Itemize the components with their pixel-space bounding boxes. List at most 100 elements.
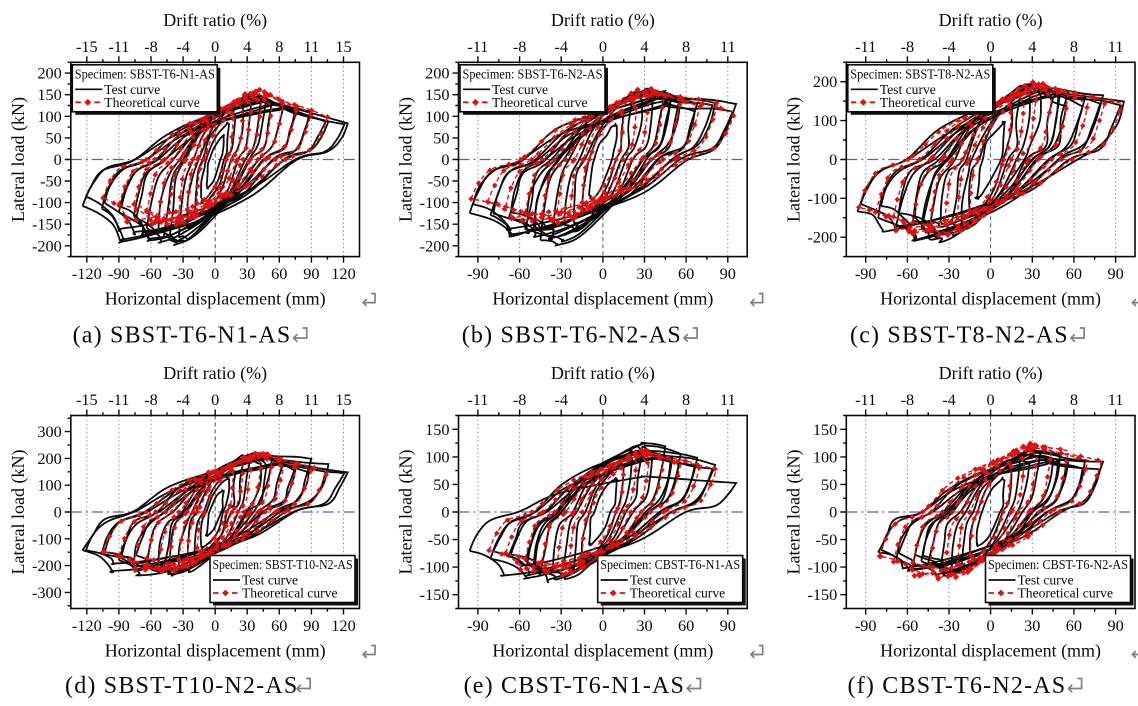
svg-text:-8: -8: [513, 37, 527, 56]
svg-text:11: 11: [304, 37, 320, 56]
svg-text:-60: -60: [140, 616, 162, 635]
svg-text:11: 11: [720, 37, 736, 56]
svg-text:8: 8: [1070, 390, 1078, 409]
svg-text:90: 90: [1107, 264, 1123, 283]
svg-text:-8: -8: [144, 390, 158, 409]
svg-text:60: 60: [1066, 264, 1082, 283]
svg-text:30: 30: [239, 264, 255, 283]
svg-text:90: 90: [720, 264, 736, 283]
svg-text:90: 90: [303, 616, 319, 635]
svg-text:-150: -150: [420, 215, 450, 234]
svg-text:Drift ratio (%): Drift ratio (%): [163, 363, 267, 384]
svg-text:-11: -11: [855, 390, 876, 409]
svg-text:4: 4: [640, 37, 648, 56]
svg-text:-30: -30: [172, 264, 194, 283]
svg-text:Horizontal displacement (mm): Horizontal displacement (mm): [105, 641, 326, 662]
svg-text:Drift ratio (%): Drift ratio (%): [551, 10, 655, 31]
svg-text:Horizontal displacement (mm): Horizontal displacement (mm): [492, 289, 713, 310]
svg-text:4: 4: [640, 390, 648, 409]
svg-text:Lateral load (kN): Lateral load (kN): [783, 450, 804, 575]
svg-text:-4: -4: [176, 37, 190, 56]
svg-text:60: 60: [271, 264, 287, 283]
svg-text:0: 0: [599, 37, 607, 56]
svg-text:-4: -4: [176, 390, 190, 409]
svg-text:-11: -11: [467, 390, 488, 409]
svg-text:Lateral load (kN): Lateral load (kN): [8, 97, 29, 222]
svg-text:Horizontal displacement (mm): Horizontal displacement (mm): [492, 641, 713, 662]
svg-text:Test curve: Test curve: [1018, 573, 1074, 588]
svg-text:-150: -150: [32, 215, 62, 234]
svg-text:-8: -8: [513, 390, 527, 409]
svg-text:-200: -200: [420, 236, 450, 255]
svg-text:60: 60: [271, 616, 287, 635]
svg-text:Lateral load (kN): Lateral load (kN): [396, 450, 417, 575]
svg-text:0: 0: [829, 503, 837, 522]
svg-text:-4: -4: [942, 37, 956, 56]
svg-text:-30: -30: [938, 616, 960, 635]
svg-text:0: 0: [987, 264, 995, 283]
svg-text:Drift ratio (%): Drift ratio (%): [939, 10, 1043, 31]
svg-text:Theoretical curve: Theoretical curve: [1018, 586, 1113, 601]
svg-text:Test curve: Test curve: [492, 82, 548, 97]
svg-text:150: 150: [813, 420, 837, 439]
svg-text:-60: -60: [140, 264, 162, 283]
svg-text:(c) SBST-T8-N2-AS: (c) SBST-T8-N2-AS: [850, 323, 1069, 349]
svg-text:-200: -200: [32, 236, 62, 255]
svg-text:Test curve: Test curve: [880, 82, 936, 97]
svg-text:-120: -120: [72, 264, 102, 283]
svg-text:120: 120: [331, 616, 355, 635]
svg-text:0: 0: [441, 150, 449, 169]
svg-text:0: 0: [441, 503, 449, 522]
svg-text:0: 0: [987, 616, 995, 635]
svg-text:Test curve: Test curve: [104, 82, 160, 97]
svg-text:Test curve: Test curve: [242, 573, 298, 588]
svg-text:0: 0: [599, 390, 607, 409]
svg-text:0: 0: [211, 37, 219, 56]
svg-text:90: 90: [720, 616, 736, 635]
svg-text:8: 8: [275, 390, 283, 409]
svg-text:-90: -90: [855, 616, 877, 635]
svg-text:4: 4: [243, 37, 251, 56]
svg-text:Theoretical curve: Theoretical curve: [242, 586, 337, 601]
svg-text:150: 150: [425, 420, 449, 439]
svg-text:100: 100: [37, 107, 61, 126]
svg-text:-90: -90: [467, 616, 489, 635]
svg-text:-8: -8: [901, 37, 915, 56]
svg-text:-11: -11: [108, 390, 129, 409]
svg-text:-30: -30: [938, 264, 960, 283]
svg-text:-60: -60: [509, 264, 531, 283]
svg-text:Test curve: Test curve: [630, 573, 686, 588]
svg-text:4: 4: [243, 390, 251, 409]
svg-text:0: 0: [211, 616, 219, 635]
svg-text:-150: -150: [420, 585, 450, 604]
svg-text:200: 200: [37, 449, 61, 468]
svg-text:-50: -50: [428, 172, 450, 191]
svg-text:-15: -15: [76, 37, 98, 56]
svg-text:-60: -60: [509, 616, 531, 635]
svg-text:50: 50: [821, 475, 837, 494]
svg-text:-100: -100: [420, 558, 450, 577]
svg-text:-15: -15: [76, 390, 98, 409]
svg-text:Specimen: SBST-T6-N1-AS: Specimen: SBST-T6-N1-AS: [75, 66, 215, 81]
svg-text:Horizontal displacement (mm): Horizontal displacement (mm): [880, 641, 1101, 662]
svg-text:0: 0: [987, 37, 995, 56]
svg-text:200: 200: [813, 72, 837, 91]
svg-text:150: 150: [425, 85, 449, 104]
svg-text:11: 11: [1108, 37, 1124, 56]
svg-text:Drift ratio (%): Drift ratio (%): [939, 363, 1043, 384]
svg-text:-4: -4: [554, 390, 568, 409]
svg-text:150: 150: [37, 85, 61, 104]
svg-text:-30: -30: [172, 616, 194, 635]
svg-text:-150: -150: [807, 585, 837, 604]
svg-text:Specimen: CBST-T6-N1-AS: Specimen: CBST-T6-N1-AS: [600, 557, 740, 572]
svg-text:Specimen: SBST-T10-N2-AS: Specimen: SBST-T10-N2-AS: [213, 557, 353, 572]
svg-text:-30: -30: [550, 616, 572, 635]
svg-text:0: 0: [987, 390, 995, 409]
svg-text:0: 0: [54, 503, 62, 522]
svg-text:-4: -4: [554, 37, 568, 56]
svg-text:-11: -11: [467, 37, 488, 56]
svg-text:4: 4: [1028, 37, 1036, 56]
svg-text:-50: -50: [40, 172, 62, 191]
svg-text:120: 120: [331, 264, 355, 283]
svg-text:0: 0: [829, 150, 837, 169]
